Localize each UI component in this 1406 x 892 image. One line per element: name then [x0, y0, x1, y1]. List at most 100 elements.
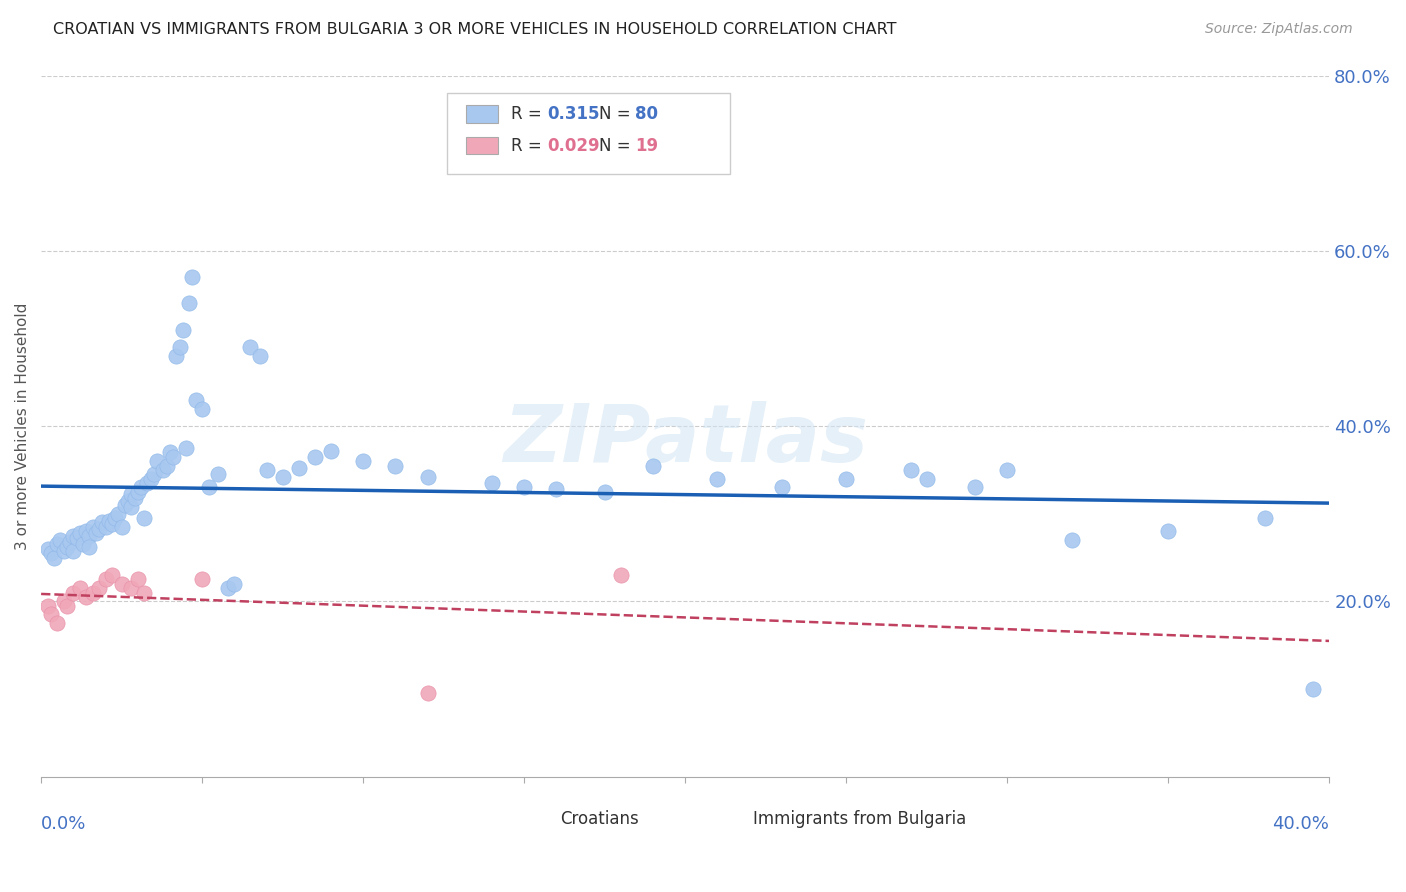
Point: [37, 541, 59, 556]
Point: [319, 443, 342, 458]
Point: [59, 534, 82, 549]
Point: [107, 507, 129, 521]
Point: [104, 511, 127, 525]
Text: N =: N =: [599, 105, 636, 123]
Point: [101, 517, 124, 532]
Point: [114, 498, 136, 512]
Point: [995, 463, 1018, 477]
Text: 0.0%: 0.0%: [41, 815, 87, 833]
Point: [593, 484, 616, 499]
Point: [82, 585, 104, 599]
Point: [217, 581, 239, 595]
Point: [169, 340, 191, 354]
Point: [224, 577, 246, 591]
Point: [641, 458, 664, 473]
Point: [165, 349, 187, 363]
Point: [172, 323, 194, 337]
Text: 0.315: 0.315: [547, 105, 600, 123]
Text: 40.0%: 40.0%: [1272, 815, 1329, 833]
Point: [46, 616, 69, 631]
Point: [513, 480, 536, 494]
Point: [481, 476, 503, 491]
Point: [91, 516, 114, 530]
Point: [1254, 511, 1277, 525]
Text: Immigrants from Bulgaria: Immigrants from Bulgaria: [754, 810, 967, 828]
Point: [706, 472, 728, 486]
Point: [52, 594, 75, 608]
Text: CROATIAN VS IMMIGRANTS FROM BULGARIA 3 OR MORE VEHICLES IN HOUSEHOLD CORRELATION: CROATIAN VS IMMIGRANTS FROM BULGARIA 3 O…: [53, 22, 897, 37]
Text: 0.029: 0.029: [547, 136, 600, 154]
Text: 80: 80: [636, 105, 658, 123]
Point: [191, 573, 214, 587]
Point: [42, 550, 65, 565]
Point: [124, 491, 146, 505]
FancyBboxPatch shape: [530, 813, 554, 825]
Point: [181, 270, 204, 285]
Point: [1302, 681, 1324, 696]
Point: [79, 540, 101, 554]
Point: [1157, 524, 1180, 539]
Point: [37, 599, 59, 613]
Text: Croatians: Croatians: [560, 810, 638, 828]
Point: [97, 514, 120, 528]
Point: [49, 533, 72, 547]
Point: [152, 463, 174, 477]
Point: [56, 599, 79, 613]
Point: [770, 480, 793, 494]
Point: [159, 445, 181, 459]
Point: [136, 476, 159, 491]
Point: [111, 577, 134, 591]
Point: [142, 467, 165, 482]
Point: [915, 472, 938, 486]
Point: [120, 500, 142, 514]
Point: [120, 581, 142, 595]
Point: [900, 463, 922, 477]
Point: [94, 573, 117, 587]
Point: [46, 537, 69, 551]
Point: [963, 480, 986, 494]
Point: [134, 511, 156, 525]
Point: [287, 461, 309, 475]
Point: [69, 581, 91, 595]
FancyBboxPatch shape: [724, 813, 747, 825]
Point: [101, 568, 124, 582]
Text: ZIPatlas: ZIPatlas: [503, 401, 868, 479]
Point: [256, 463, 278, 477]
Point: [129, 480, 152, 494]
Point: [87, 581, 110, 595]
Point: [1060, 533, 1083, 547]
FancyBboxPatch shape: [447, 93, 730, 174]
Point: [304, 450, 326, 464]
Point: [139, 472, 162, 486]
Text: R =: R =: [512, 105, 547, 123]
Point: [111, 520, 134, 534]
Point: [352, 454, 374, 468]
Point: [197, 480, 219, 494]
Point: [39, 607, 62, 622]
Point: [56, 540, 79, 554]
Point: [65, 531, 87, 545]
Point: [82, 520, 104, 534]
Point: [39, 546, 62, 560]
Text: N =: N =: [599, 136, 636, 154]
Text: R =: R =: [512, 136, 547, 154]
Point: [146, 454, 169, 468]
Point: [416, 470, 439, 484]
Text: 19: 19: [636, 136, 658, 154]
Point: [127, 484, 149, 499]
Point: [62, 585, 84, 599]
Point: [84, 526, 107, 541]
Point: [120, 487, 142, 501]
Point: [184, 392, 207, 407]
Point: [62, 528, 84, 542]
Point: [546, 482, 568, 496]
Point: [94, 520, 117, 534]
Point: [117, 493, 139, 508]
Point: [134, 585, 156, 599]
Point: [239, 340, 262, 354]
Point: [52, 543, 75, 558]
Point: [384, 458, 406, 473]
Point: [249, 349, 271, 363]
Point: [72, 537, 94, 551]
Text: Source: ZipAtlas.com: Source: ZipAtlas.com: [1205, 22, 1353, 37]
